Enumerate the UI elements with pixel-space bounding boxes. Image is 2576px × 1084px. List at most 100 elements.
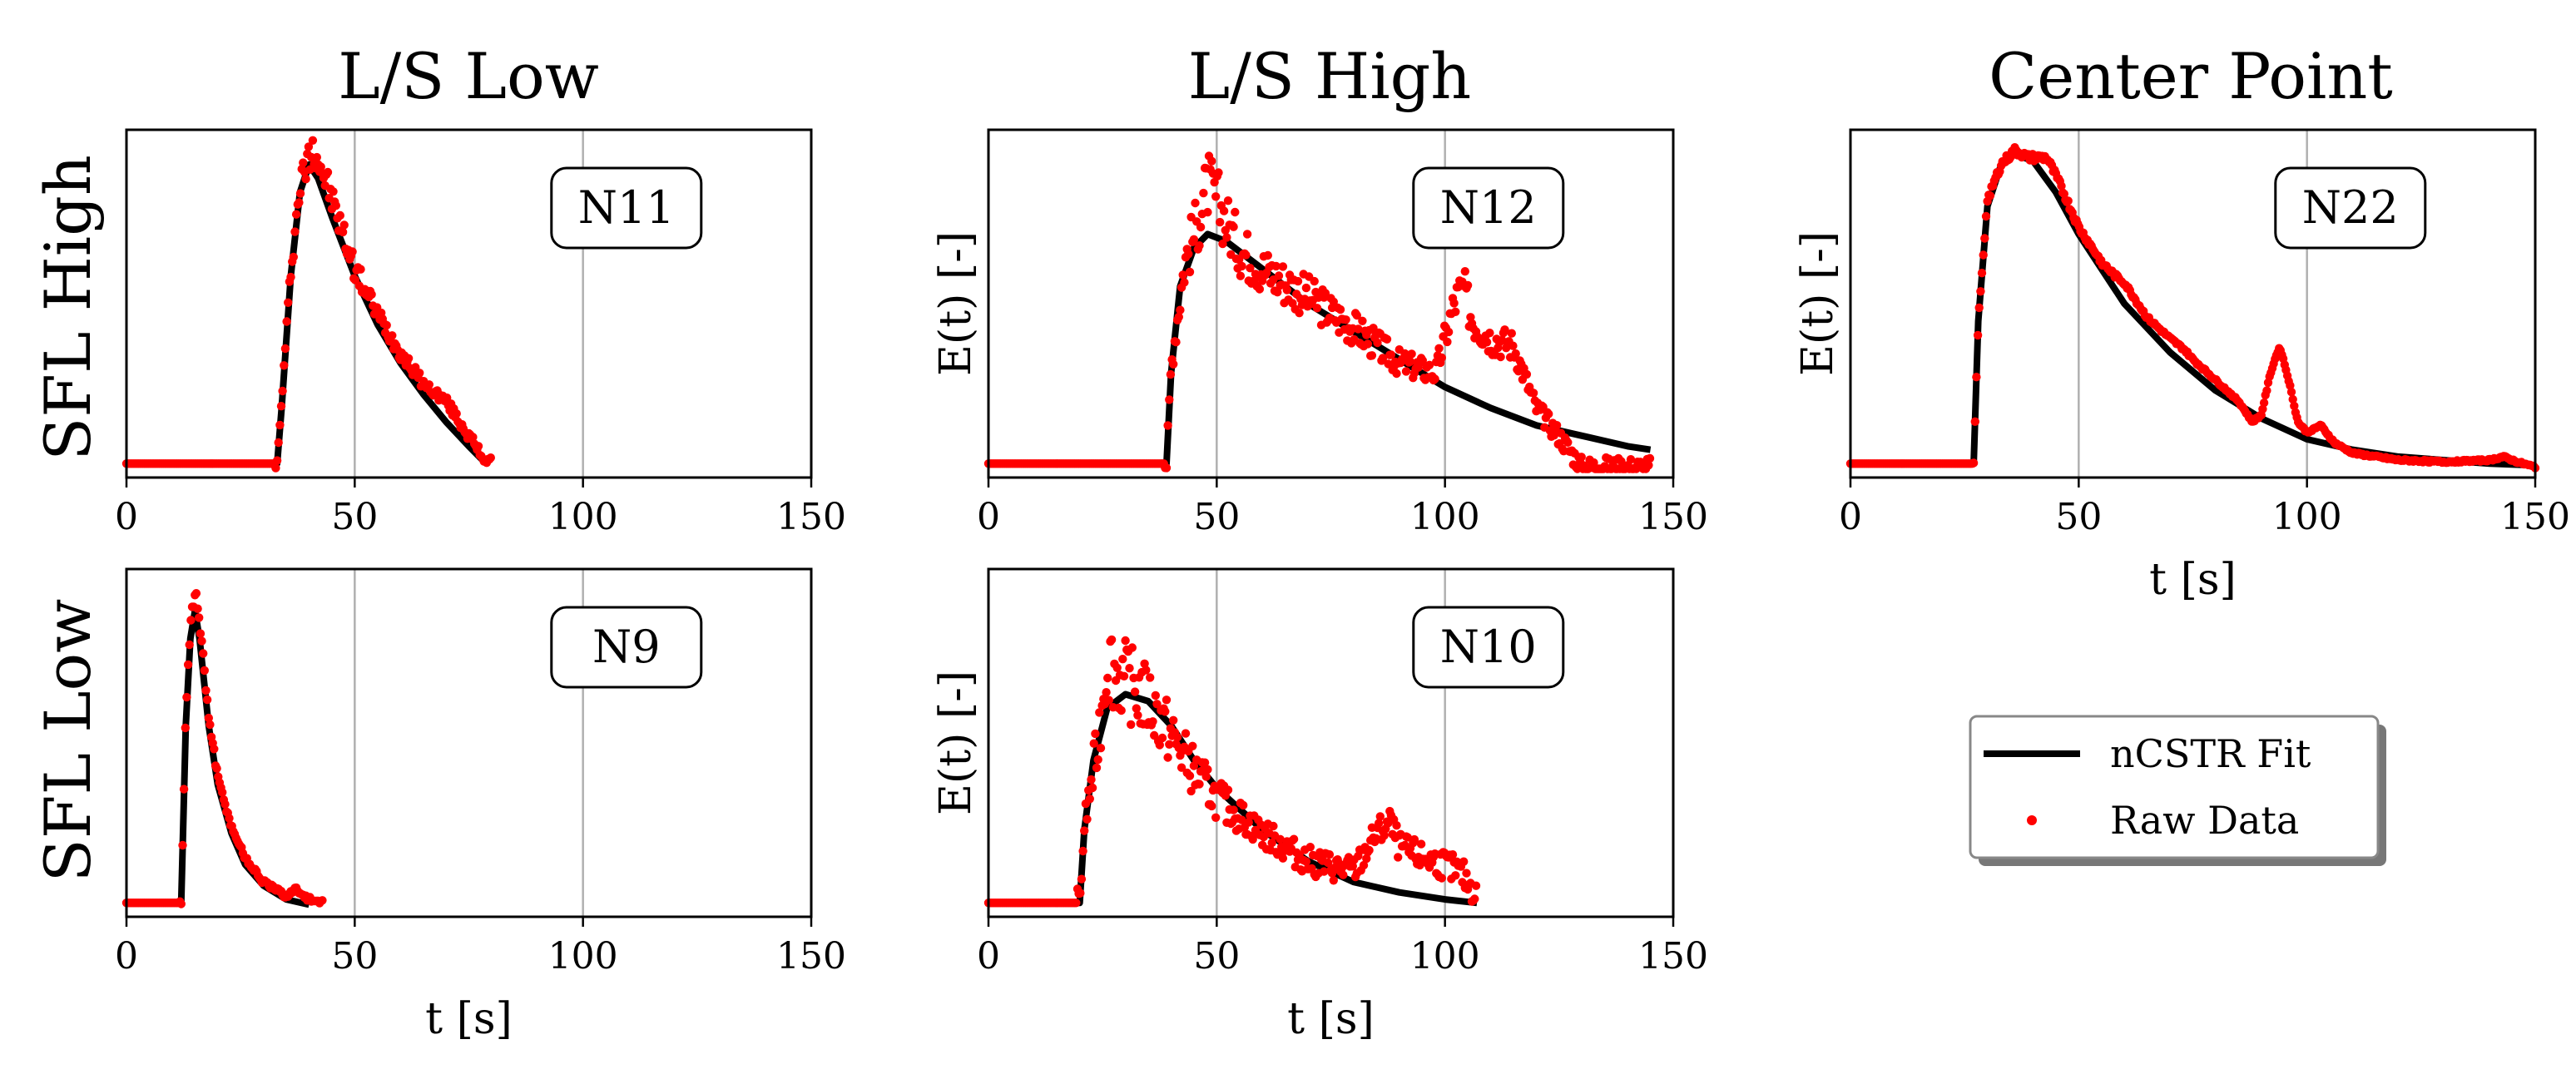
raw-data-point <box>1970 417 1979 426</box>
raw-data-point <box>210 745 219 754</box>
raw-data-point <box>1076 888 1085 898</box>
column-title-ls-low: L/S Low <box>338 39 599 113</box>
raw-data-point <box>1459 857 1469 866</box>
raw-data-point <box>276 402 286 411</box>
raw-data-point <box>204 713 213 723</box>
run-label-box <box>1412 606 1565 689</box>
panel-n11: 0 50 100 150 N11 <box>115 128 846 538</box>
raw-data-point <box>1363 339 1373 349</box>
raw-data-point <box>202 695 212 705</box>
raw-data-point <box>1976 287 1985 296</box>
raw-data-point <box>1386 350 1396 359</box>
raw-data-point <box>1979 250 1988 260</box>
raw-data-point <box>486 453 495 463</box>
raw-data-points <box>121 589 327 908</box>
raw-data-points <box>1845 143 2540 473</box>
raw-data-point <box>1218 239 1227 249</box>
y-axis-label: E(t) [-] <box>931 231 981 376</box>
raw-data-point <box>1085 794 1095 804</box>
raw-data-point <box>1239 800 1248 810</box>
raw-data-point <box>1211 192 1221 201</box>
raw-data-point <box>181 723 190 733</box>
raw-data-point <box>1237 815 1246 824</box>
raw-data-point <box>1471 881 1481 890</box>
raw-data-point <box>1188 741 1197 750</box>
y-axis-label: E(t) [-] <box>1793 231 1843 376</box>
raw-data-point <box>473 442 483 451</box>
raw-data-point <box>1507 329 1517 338</box>
fit-line <box>126 607 310 908</box>
raw-data-point <box>191 589 201 598</box>
fit-line <box>1850 151 2536 469</box>
x-tick-label: 150 <box>1638 935 1708 978</box>
raw-data-point <box>1305 843 1315 852</box>
raw-data-point <box>1152 700 1162 709</box>
x-tick-label: 150 <box>2500 496 2570 538</box>
raw-data-point <box>272 456 282 465</box>
raw-data-point <box>1169 359 1178 369</box>
x-axis-label: t [s] <box>2149 555 2237 605</box>
raw-data-point <box>335 210 344 220</box>
raw-data-point <box>1229 805 1238 814</box>
raw-data-point <box>1080 826 1089 835</box>
plot-frame <box>987 567 1675 918</box>
raw-data-point <box>176 899 186 908</box>
raw-data-point <box>1985 191 1995 200</box>
raw-data-point <box>1163 753 1172 762</box>
raw-data-point <box>1528 389 1538 398</box>
x-tick-label: 100 <box>548 935 618 978</box>
raw-data-point <box>1644 461 1653 470</box>
raw-data-point <box>2286 381 2295 390</box>
raw-data-point <box>1176 305 1185 314</box>
raw-data-point <box>331 200 340 210</box>
raw-data-point <box>295 198 304 207</box>
raw-data-point <box>1434 344 1444 353</box>
raw-data-point <box>318 896 327 905</box>
raw-data-point <box>280 361 289 370</box>
raw-data-point <box>199 649 208 658</box>
raw-data-point <box>196 629 206 638</box>
run-label: N9 <box>592 621 661 673</box>
fit-line <box>126 161 485 468</box>
raw-data-point <box>1320 289 1330 298</box>
raw-data-point <box>1096 744 1106 753</box>
raw-data-point <box>1165 740 1174 749</box>
raw-data-point <box>1169 715 1178 725</box>
raw-data-point <box>1451 871 1460 880</box>
raw-data-point <box>1430 374 1439 384</box>
raw-data-point <box>1401 367 1411 376</box>
raw-data-point <box>1324 858 1333 868</box>
raw-data-point <box>1237 261 1246 271</box>
raw-data-point <box>1151 690 1161 700</box>
raw-data-point <box>316 162 325 171</box>
raw-data-point <box>468 433 478 442</box>
x-tick-label: 50 <box>2055 496 2102 538</box>
raw-data-point <box>1107 635 1117 645</box>
raw-data-point <box>278 386 287 396</box>
raw-data-point <box>1407 349 1416 359</box>
raw-data-point <box>1437 353 1447 363</box>
raw-data-point <box>1511 349 1520 359</box>
x-tick-label: 0 <box>115 935 138 978</box>
raw-data-point <box>280 344 290 354</box>
raw-data-point <box>329 187 338 196</box>
x-tick-label: 50 <box>331 496 378 538</box>
raw-data-point <box>338 227 348 237</box>
raw-data-point <box>1223 196 1233 205</box>
x-axis-label: t [s] <box>425 994 513 1044</box>
run-label: N12 <box>1440 181 1537 234</box>
raw-data-point <box>1977 269 1987 278</box>
raw-data-point <box>1118 655 1127 664</box>
raw-data-point <box>1443 337 1452 347</box>
raw-data-point <box>1199 188 1208 198</box>
raw-data-point <box>323 167 333 177</box>
raw-data-point <box>356 265 365 274</box>
x-tick-label: 100 <box>548 496 618 538</box>
raw-data-point <box>1301 283 1311 293</box>
raw-data-point <box>1341 315 1350 324</box>
x-tick-label: 100 <box>1410 935 1480 978</box>
raw-data-point <box>1352 310 1362 320</box>
x-tick-label: 50 <box>331 935 378 978</box>
raw-data-point <box>1470 894 1479 903</box>
raw-data-point <box>1325 849 1335 859</box>
